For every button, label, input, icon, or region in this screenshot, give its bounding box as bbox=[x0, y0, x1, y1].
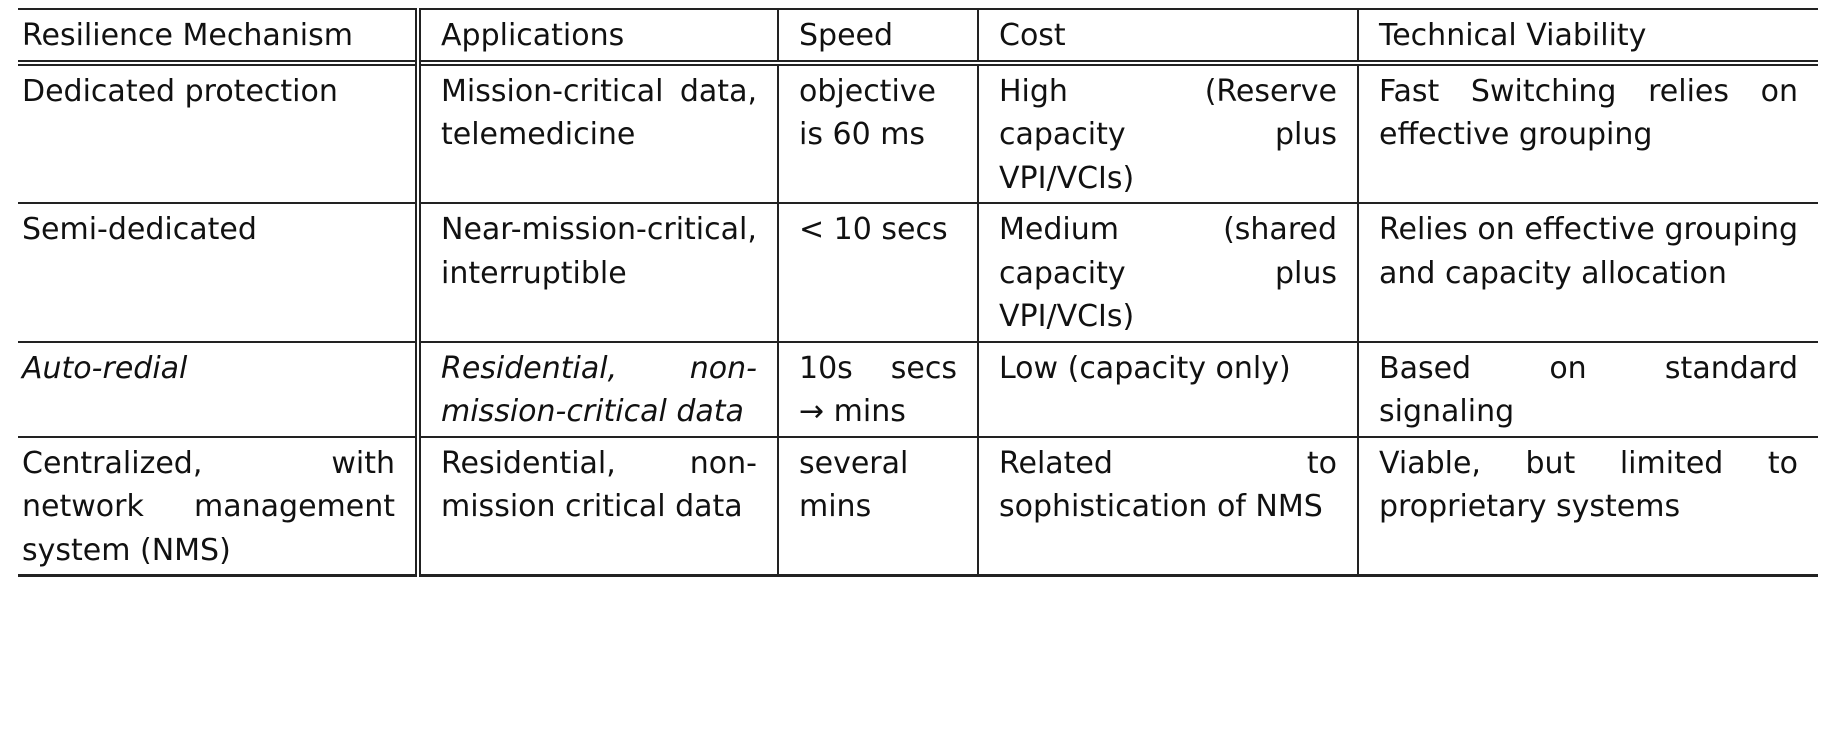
header-row: Resilience Mechanism Applications Speed … bbox=[18, 9, 1818, 63]
cell-speed: several mins bbox=[778, 437, 978, 576]
cell-speed: objective is 60 ms bbox=[778, 63, 978, 204]
table-row: Semi-dedicated Near-mission-critical, in… bbox=[18, 203, 1818, 342]
resilience-mechanisms-table: Resilience Mechanism Applications Speed … bbox=[18, 8, 1818, 577]
cell-applications: Residential, non-mission-critical data bbox=[418, 342, 778, 437]
header-cost: Cost bbox=[978, 9, 1358, 63]
cell-cost: Low (capacity only) bbox=[978, 342, 1358, 437]
cell-cost: Related to sophistication of NMS bbox=[978, 437, 1358, 576]
cell-mechanism: Centralized, with network management sys… bbox=[18, 437, 418, 576]
cell-viability: Relies on effective grouping and capacit… bbox=[1358, 203, 1818, 342]
table-row: Dedicated protection Mission-critical da… bbox=[18, 63, 1818, 204]
table-row: Centralized, with network management sys… bbox=[18, 437, 1818, 576]
header-applications: Applications bbox=[418, 9, 778, 63]
cell-viability: Viable, but limited to proprietary syste… bbox=[1358, 437, 1818, 576]
cell-cost: Medium (shared capacity plus VPI/VCIs) bbox=[978, 203, 1358, 342]
cell-speed: < 10 secs bbox=[778, 203, 978, 342]
cell-viability: Fast Switching relies on effective group… bbox=[1358, 63, 1818, 204]
cell-applications: Mission-critical data, telemedicine bbox=[418, 63, 778, 204]
cell-mechanism: Semi-dedicated bbox=[18, 203, 418, 342]
cell-viability: Based on standard signaling bbox=[1358, 342, 1818, 437]
table-row: Auto-redial Residential, non-mission-cri… bbox=[18, 342, 1818, 437]
header-speed: Speed bbox=[778, 9, 978, 63]
header-technical-viability: Technical Viability bbox=[1358, 9, 1818, 63]
cell-speed: 10s secs → mins bbox=[778, 342, 978, 437]
cell-cost: High (Reserve capacity plus VPI/VCIs) bbox=[978, 63, 1358, 204]
cell-applications: Near-mission-critical, interruptible bbox=[418, 203, 778, 342]
header-resilience-mechanism: Resilience Mechanism bbox=[18, 9, 418, 63]
cell-mechanism: Auto-redial bbox=[18, 342, 418, 437]
cell-mechanism: Dedicated protection bbox=[18, 63, 418, 204]
cell-applications: Residential, non-mission critical data bbox=[418, 437, 778, 576]
resilience-table-container: Resilience Mechanism Applications Speed … bbox=[18, 8, 1818, 577]
